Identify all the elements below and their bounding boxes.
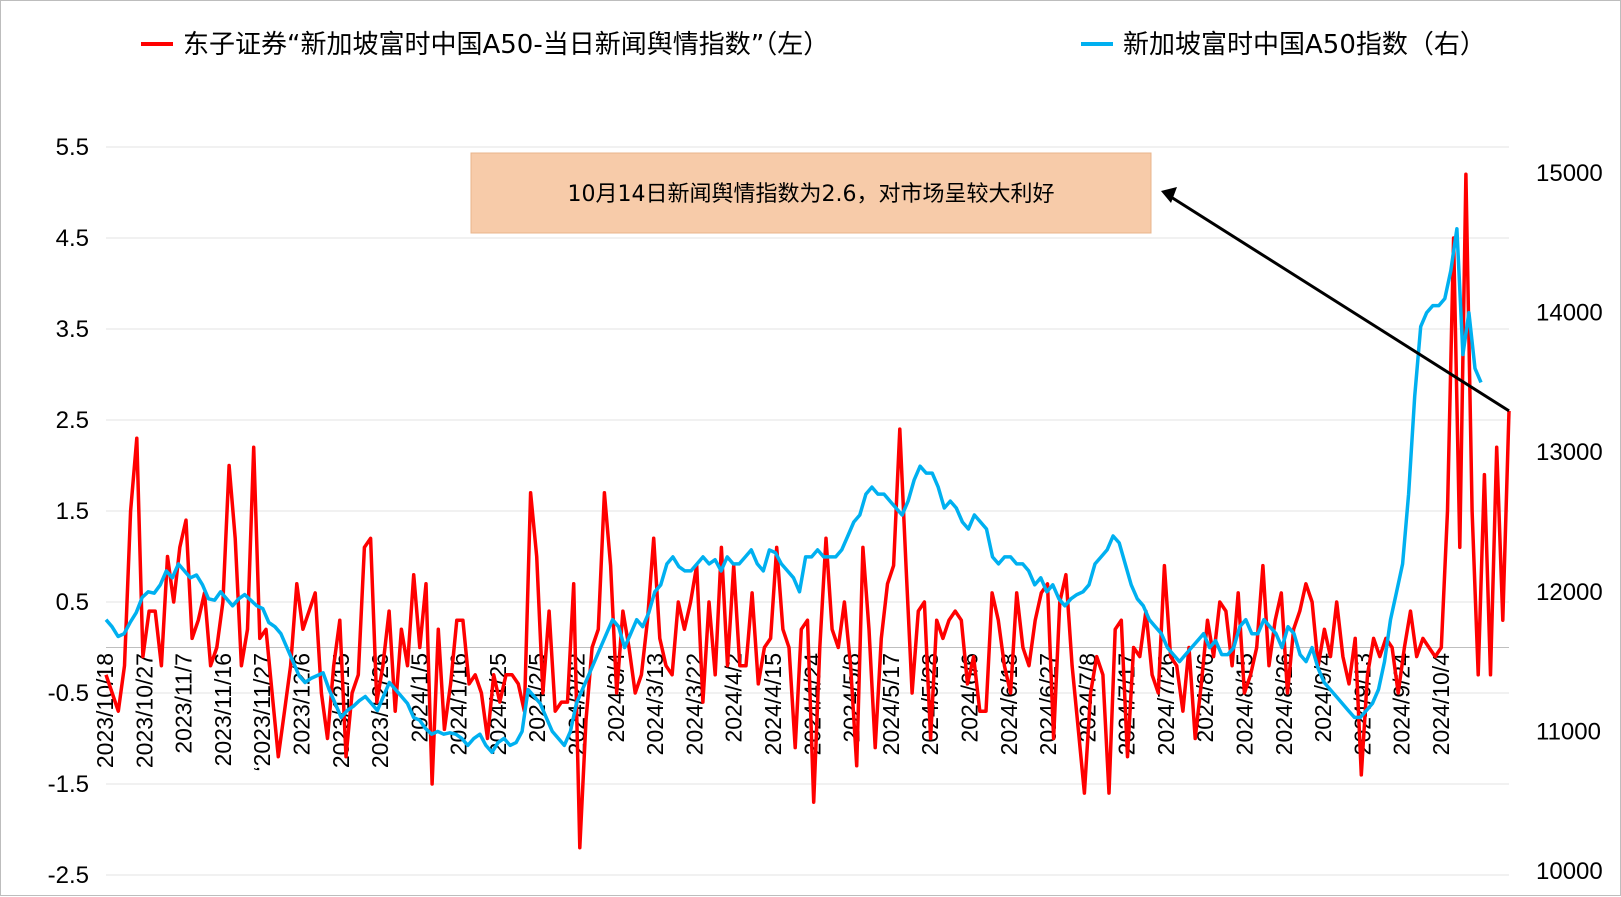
x-tick-label: 2024/9/4	[1310, 653, 1336, 743]
series-line-a50	[104, 227, 1483, 755]
legend-entry: 新加坡富时中国A50指数（右）	[1123, 30, 1486, 60]
x-tick-label: 2023/12/26	[367, 653, 393, 768]
x-tick-label: 2024/10/4	[1428, 653, 1454, 756]
x-tick-label: 2024/4/15	[760, 653, 786, 755]
x-tick-label: 2024/8/26	[1271, 653, 1297, 755]
x-tick-label: 2023/12/6	[288, 653, 314, 755]
y-right-tick-label: 11000	[1536, 718, 1601, 745]
annotation-arrow	[1170, 195, 1510, 413]
y-left-tick-label: 0.5	[56, 589, 89, 616]
y-right-tick-label: 15000	[1536, 160, 1603, 187]
x-tick-label: 2024/6/18	[996, 653, 1022, 755]
y-left-tick-label: 4.5	[56, 225, 89, 252]
x-tick-label: 2023/10/27	[131, 653, 157, 768]
annotation-arrow-head	[1161, 187, 1177, 203]
y-right-tick-label: 12000	[1536, 579, 1603, 606]
y-right-tick-label: 10000	[1536, 858, 1603, 885]
x-tick-label: 2024/5/17	[878, 653, 904, 755]
legend-entry: 东子证券“新加坡富时中国A50-当日新闻舆情指数”（左）	[183, 30, 829, 60]
x-tick-label: 2023/11/16	[210, 653, 236, 766]
series-line-sentiment	[104, 172, 1511, 850]
x-tick-label: 2023/11/7	[171, 653, 197, 754]
y-right-tick-label: 13000	[1536, 439, 1603, 466]
y-left-tick-label: -2.5	[48, 862, 89, 889]
annotation-box	[470, 152, 1152, 234]
y-left-tick-label: 1.5	[56, 498, 89, 525]
y-left-tick-label: 2.5	[56, 407, 89, 434]
y-left-tick-label: 5.5	[56, 134, 89, 161]
annotation-text: 10月14日新闻舆情指数为2.6，对市场呈较大利好	[568, 182, 1055, 207]
x-tick-label: 2024/3/13	[642, 653, 668, 755]
y-left-tick-label: -0.5	[48, 680, 89, 707]
x-tick-label: 2024/7/26	[1153, 653, 1179, 755]
y-right-tick-label: 14000	[1536, 300, 1603, 327]
y-left-tick-label: 3.5	[56, 316, 89, 343]
x-tick-label: 2023/10/18	[92, 653, 118, 768]
x-tick-label: 2024/4/2	[721, 653, 747, 743]
y-left-tick-label: -1.5	[48, 771, 89, 798]
